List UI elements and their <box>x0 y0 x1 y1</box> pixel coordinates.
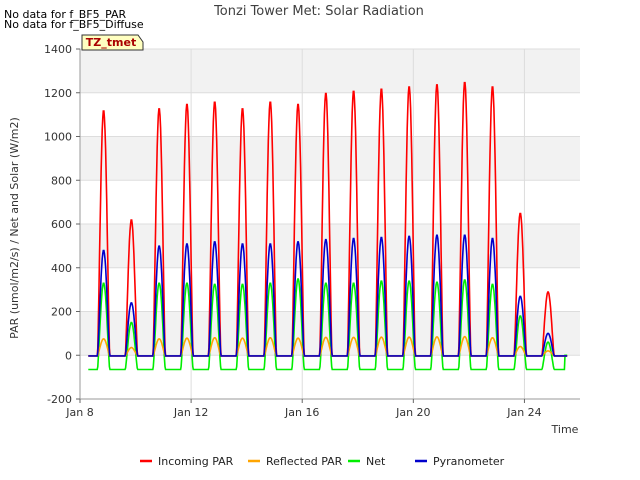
y-tick-labels: -200 0 200 400 600 800 1000 1200 1400 <box>44 43 80 406</box>
y-tick-label: 1400 <box>44 43 72 56</box>
plot-band <box>80 136 580 181</box>
series-layer <box>88 81 568 371</box>
y-tick-label: 400 <box>51 262 72 275</box>
y-tick-label: 200 <box>51 306 72 319</box>
y-tick-label: 1200 <box>44 87 72 100</box>
no-data-note-par: No data for f_BF5_PAR <box>4 8 127 21</box>
x-tick-label: Jan 16 <box>284 406 319 419</box>
legend-label-reflected-par: Reflected PAR <box>266 455 343 468</box>
series-line-pyranometer <box>88 234 568 357</box>
legend-label-net: Net <box>366 455 386 468</box>
no-data-note-diffuse: No data for f_BF5_Diffuse <box>4 18 144 31</box>
y-tick-label: 600 <box>51 218 72 231</box>
x-axis-label: Time <box>551 423 579 436</box>
tag-box-shape <box>81 34 144 51</box>
chart-title: Tonzi Tower Met: Solar Radiation <box>213 4 424 19</box>
x-tick-label: Jan 8 <box>65 406 93 419</box>
x-tick-label: Jan 24 <box>506 406 541 419</box>
y-axis-label: PAR (umol/m2/s) / Net and Solar (W/m2) <box>8 117 21 339</box>
y-tick-label: 0 <box>65 349 72 362</box>
x-tick-labels: Jan 8 Jan 12 Jan 16 Jan 20 Jan 24 <box>65 399 542 419</box>
x-tick-label: Jan 20 <box>395 406 430 419</box>
x-tick-label: Jan 12 <box>173 406 208 419</box>
plot-band <box>80 49 580 93</box>
legend-label-pyranometer: Pyranometer <box>433 455 505 468</box>
y-tick-label: 800 <box>51 174 72 187</box>
tag-label: TZ_tmet <box>86 36 136 49</box>
legend-label-incoming-par: Incoming PAR <box>158 455 234 468</box>
y-tick-label: -200 <box>47 393 72 406</box>
tag-box: TZ_tmet <box>81 34 144 51</box>
y-tick-label: 1000 <box>44 131 72 144</box>
legend: Incoming PAR Reflected PAR Net Pyranometer <box>140 455 505 468</box>
